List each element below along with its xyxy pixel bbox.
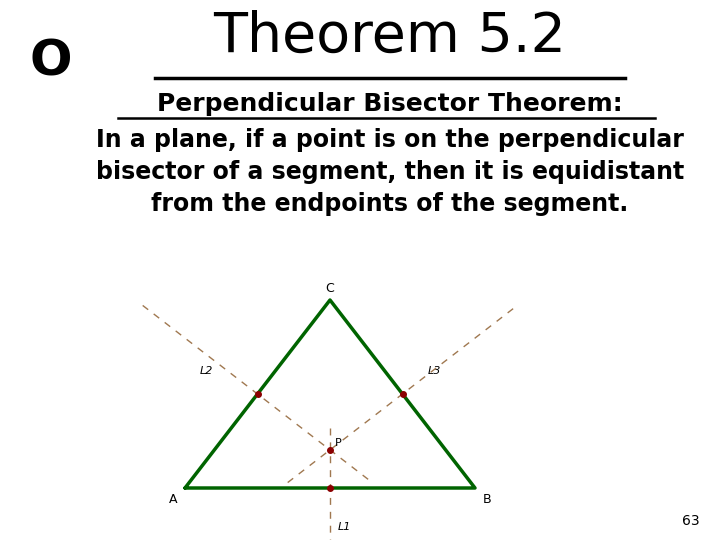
Text: bisector of a segment, then it is equidistant: bisector of a segment, then it is equidi… [96,160,684,184]
Text: Theorem 5.2: Theorem 5.2 [214,10,567,64]
Text: O: O [30,38,73,86]
Text: L2: L2 [199,366,213,376]
Text: B: B [483,493,492,506]
Text: L1: L1 [338,522,351,532]
Text: In a plane, if a point is on the perpendicular: In a plane, if a point is on the perpend… [96,128,684,152]
Text: from the endpoints of the segment.: from the endpoints of the segment. [151,192,629,216]
Text: 63: 63 [683,514,700,528]
Text: Perpendicular Bisector Theorem:: Perpendicular Bisector Theorem: [157,92,623,116]
Text: C: C [325,282,334,295]
Text: A: A [168,493,177,506]
Text: L3: L3 [428,366,441,376]
Text: P: P [335,438,342,448]
